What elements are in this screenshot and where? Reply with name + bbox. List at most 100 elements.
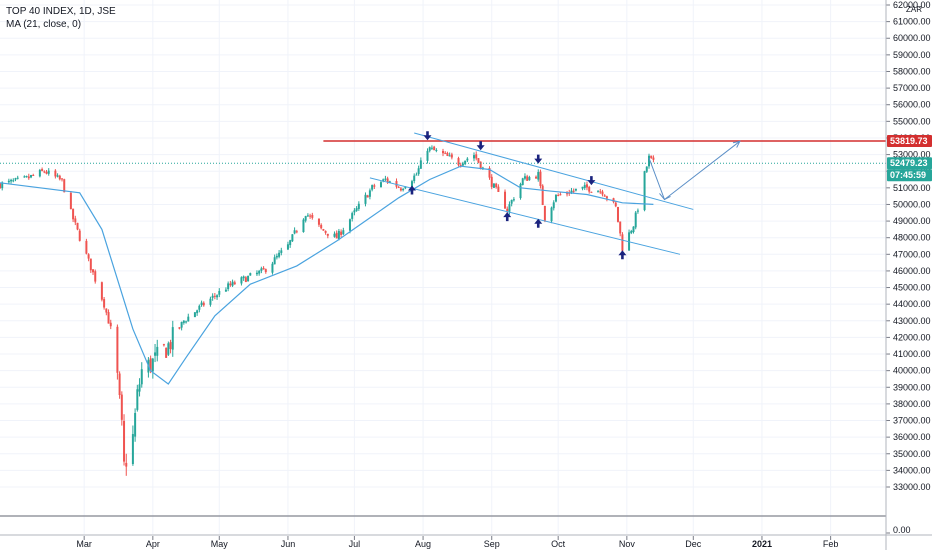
candle-body bbox=[395, 181, 398, 187]
candle-body bbox=[278, 252, 281, 257]
channel-line-lower bbox=[369, 177, 681, 255]
candle-body bbox=[419, 160, 422, 169]
candle-body bbox=[295, 231, 298, 233]
candle-body bbox=[56, 175, 59, 177]
y-tick-label: 33000.00 bbox=[893, 482, 931, 492]
candle-body bbox=[477, 158, 480, 163]
candle-body bbox=[41, 169, 44, 171]
candle-body bbox=[588, 186, 591, 192]
candle-body bbox=[528, 177, 531, 181]
candle-body bbox=[473, 155, 476, 159]
candle-body bbox=[433, 146, 436, 151]
candle-body bbox=[178, 327, 181, 329]
candle-body bbox=[371, 185, 374, 190]
candle-body bbox=[601, 191, 604, 195]
candle-body bbox=[38, 169, 41, 177]
y-tick-label: 62000.00 bbox=[893, 0, 931, 10]
candle-body bbox=[63, 179, 66, 193]
y-tick-label: 37000.00 bbox=[893, 416, 931, 426]
candle-body bbox=[402, 188, 405, 191]
candle-body bbox=[630, 230, 633, 234]
candle-body bbox=[25, 176, 28, 178]
candle-body bbox=[340, 231, 343, 235]
arrow-shape bbox=[423, 131, 432, 141]
candle-body bbox=[364, 194, 367, 204]
candle-body bbox=[171, 327, 174, 350]
candle-body bbox=[227, 283, 230, 290]
candle-body bbox=[12, 180, 15, 182]
y-tick-label: 44000.00 bbox=[893, 299, 931, 309]
y-tick-label: 49000.00 bbox=[893, 216, 931, 226]
candle-body bbox=[309, 215, 312, 217]
candle-body bbox=[109, 322, 112, 327]
candle-body bbox=[196, 310, 199, 314]
candle-body bbox=[320, 224, 323, 229]
candle-body bbox=[384, 178, 387, 180]
projection-path bbox=[648, 140, 741, 201]
candle-body bbox=[136, 389, 139, 410]
candle-body bbox=[23, 176, 26, 178]
candle-body bbox=[355, 208, 358, 211]
candle-body bbox=[379, 182, 382, 188]
candle-body bbox=[100, 282, 103, 300]
up-arrow-marker bbox=[534, 218, 543, 228]
candle-body bbox=[353, 210, 356, 213]
candle-body bbox=[413, 175, 416, 181]
candle-body bbox=[249, 273, 252, 276]
candle-body bbox=[293, 230, 296, 234]
candle-body bbox=[504, 191, 507, 209]
candle-body bbox=[30, 175, 33, 178]
x-tick-label: Nov bbox=[619, 539, 636, 549]
candle-body bbox=[286, 244, 289, 250]
down-arrow-marker bbox=[534, 154, 543, 164]
candle-body bbox=[76, 222, 79, 230]
candle-body bbox=[475, 154, 478, 159]
candle-body bbox=[116, 326, 119, 373]
candle-body bbox=[535, 176, 538, 179]
y-tick-label: 34000.00 bbox=[893, 465, 931, 475]
y-tick-label: 51000.00 bbox=[893, 183, 931, 193]
candle-body bbox=[448, 155, 451, 157]
candle-body bbox=[397, 187, 400, 189]
candle-body bbox=[134, 412, 137, 437]
candle-body bbox=[650, 155, 653, 158]
candle-body bbox=[118, 373, 121, 396]
candlestick-series bbox=[0, 145, 655, 476]
candle-body bbox=[508, 204, 511, 212]
candle-body bbox=[74, 218, 77, 223]
candle-body bbox=[105, 308, 108, 313]
time-axis[interactable]: Mar Apr May Jun Jul Aug Sep Oct Nov Dec 2021 Feb bbox=[0, 534, 932, 549]
candle-body bbox=[585, 184, 588, 188]
y-tick-label: 40000.00 bbox=[893, 366, 931, 376]
candle-body bbox=[14, 178, 17, 180]
drawings-layer[interactable] bbox=[0, 132, 886, 255]
candle-body bbox=[138, 384, 141, 392]
candle-body bbox=[357, 203, 360, 209]
candle-body bbox=[120, 394, 123, 420]
candle-body bbox=[180, 322, 183, 328]
candle-body bbox=[275, 255, 278, 258]
x-tick-label: Aug bbox=[415, 539, 431, 549]
x-tick-label: Jun bbox=[281, 539, 296, 549]
candle-body bbox=[368, 190, 371, 197]
price-axis[interactable]: 33000.00 34000.00 35000.00 36000.00 37000.00… bbox=[885, 0, 932, 550]
candle-body bbox=[61, 178, 64, 180]
bar-countdown-tag-text: 07:45:59 bbox=[890, 170, 926, 180]
indicator-label[interactable]: MA (21, close, 0) bbox=[6, 19, 82, 30]
candle-body bbox=[94, 271, 97, 282]
candle-body bbox=[444, 152, 447, 154]
y-tick-label: 56000.00 bbox=[893, 100, 931, 110]
candle-body bbox=[202, 302, 205, 306]
candle-body bbox=[442, 151, 444, 154]
candle-body bbox=[614, 202, 617, 207]
candle-body bbox=[619, 221, 622, 234]
candle-body bbox=[337, 230, 340, 240]
symbol-title[interactable]: TOP 40 INDEX, 1D, JSE bbox=[6, 6, 116, 17]
last-price-tag-text: 52479.23 bbox=[890, 158, 928, 168]
candle-body bbox=[373, 185, 376, 187]
candle-body bbox=[605, 196, 608, 199]
candle-body bbox=[85, 240, 88, 254]
candle-body bbox=[399, 188, 402, 191]
candle-body bbox=[260, 268, 263, 271]
